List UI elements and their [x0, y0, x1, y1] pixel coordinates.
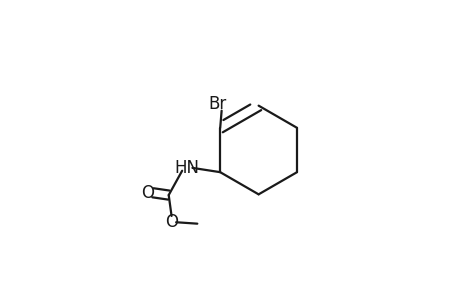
Text: O: O: [140, 184, 153, 202]
Text: O: O: [165, 213, 178, 231]
Text: HN: HN: [174, 159, 199, 177]
Text: Br: Br: [208, 94, 226, 112]
